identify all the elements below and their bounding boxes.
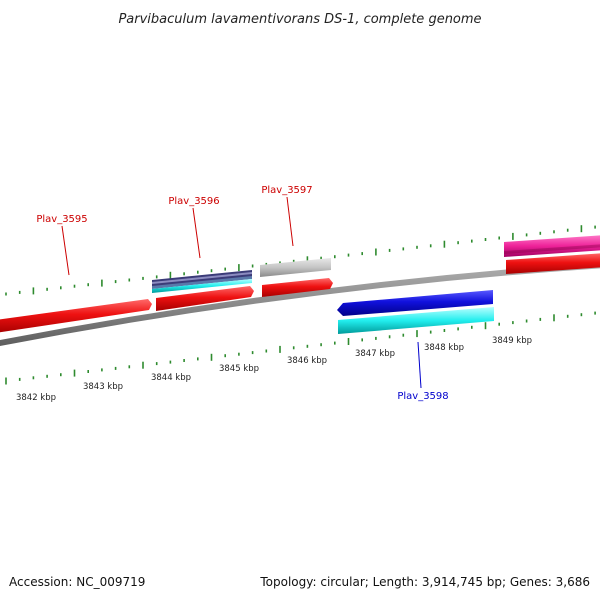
cog-band	[152, 276, 252, 289]
gene-plav-3597[interactable]: Plav_3597	[260, 185, 333, 297]
gene-arrow[interactable]	[0, 299, 152, 333]
gene-label[interactable]: Plav_3595	[36, 214, 87, 225]
genome-backbone	[0, 262, 600, 347]
label-leader-line	[417, 341, 422, 389]
scale-label: 3847 kbp	[355, 349, 395, 359]
gene-label[interactable]: Plav_3596	[168, 196, 219, 207]
scale-label: 3848 kbp	[424, 343, 464, 353]
cog-band	[152, 272, 252, 284]
label-leader-line	[61, 225, 70, 276]
cog-band	[260, 258, 331, 277]
gene-arrow[interactable]	[156, 286, 254, 311]
gene-arrow[interactable]	[337, 290, 493, 316]
scale-label: 3844 kbp	[151, 373, 191, 383]
scale-label: 3843 kbp	[83, 382, 123, 392]
gene-right-partial	[504, 235, 600, 274]
label-leader-line	[286, 196, 294, 247]
map-title: Parvibaculum lavamentivorans DS-1, compl…	[118, 12, 481, 27]
cog-band	[504, 244, 600, 254]
scale-label: 3846 kbp	[287, 356, 327, 366]
scale-label: 3849 kbp	[492, 336, 532, 346]
gene-plav-3598[interactable]: Plav_3598	[337, 290, 494, 402]
gene-plav-3596[interactable]: Plav_3596	[152, 196, 254, 311]
scale-label: 3842 kbp	[16, 393, 56, 403]
gene-arrow	[506, 253, 600, 274]
cog-band	[152, 279, 252, 293]
cog-band	[338, 307, 494, 334]
gene-label[interactable]: Plav_3597	[261, 185, 312, 196]
genome-summary-text: Topology: circular; Length: 3,914,745 bp…	[259, 575, 590, 589]
cog-band	[504, 235, 600, 257]
accession-text: Accession: NC_009719	[9, 575, 145, 589]
gene-label[interactable]: Plav_3598	[397, 391, 448, 402]
gene-plav-3595[interactable]: Plav_3595	[0, 214, 152, 333]
reverse-tick-track	[5, 311, 596, 385]
scale-label: 3845 kbp	[219, 364, 259, 374]
label-leader-line	[192, 207, 201, 259]
gene-arrow[interactable]	[262, 278, 333, 297]
